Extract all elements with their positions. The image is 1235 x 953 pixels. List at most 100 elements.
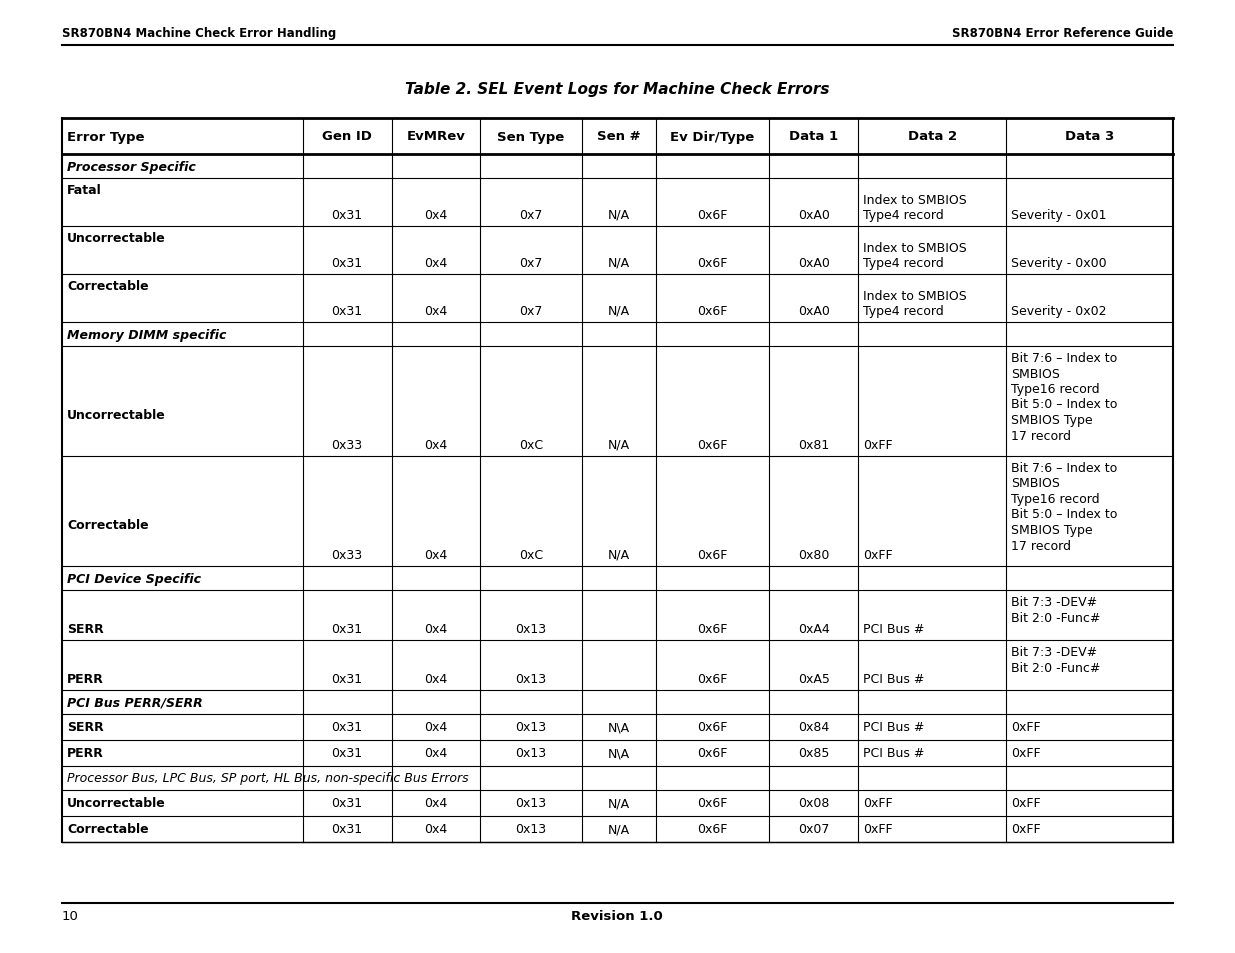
Text: Memory DIMM specific: Memory DIMM specific	[67, 328, 226, 341]
Text: N/A: N/A	[608, 305, 630, 317]
Text: 0x31: 0x31	[331, 822, 363, 836]
Text: 0x4: 0x4	[425, 672, 447, 685]
Text: 0x13: 0x13	[515, 672, 547, 685]
Text: 0x81: 0x81	[798, 438, 830, 452]
Text: Processor Bus, LPC Bus, SP port, HL Bus, non-specific Bus Errors: Processor Bus, LPC Bus, SP port, HL Bus,…	[67, 772, 468, 784]
Text: N/A: N/A	[608, 438, 630, 452]
Text: 0x6F: 0x6F	[698, 438, 727, 452]
Text: 0xC: 0xC	[519, 548, 543, 561]
Text: SERR: SERR	[67, 622, 104, 636]
Text: PCI Bus #: PCI Bus #	[863, 622, 925, 636]
Text: SR870BN4 Error Reference Guide: SR870BN4 Error Reference Guide	[952, 27, 1173, 40]
Text: 0xFF: 0xFF	[1011, 797, 1041, 810]
Text: 0x33: 0x33	[331, 438, 363, 452]
Text: SERR: SERR	[67, 720, 104, 734]
Text: 0x13: 0x13	[515, 720, 547, 734]
Text: 0x4: 0x4	[425, 797, 447, 810]
Text: Index to SMBIOS
Type4 record: Index to SMBIOS Type4 record	[863, 193, 967, 222]
Text: 0x13: 0x13	[515, 822, 547, 836]
Text: PCI Bus PERR/SERR: PCI Bus PERR/SERR	[67, 696, 203, 709]
Text: 0x4: 0x4	[425, 747, 447, 760]
Text: 0x13: 0x13	[515, 622, 547, 636]
Text: 0x4: 0x4	[425, 305, 447, 317]
Text: 0xFF: 0xFF	[863, 438, 893, 452]
Text: Bit 7:3 -DEV#
Bit 2:0 -Func#: Bit 7:3 -DEV# Bit 2:0 -Func#	[1011, 645, 1100, 674]
Text: 0xFF: 0xFF	[1011, 747, 1041, 760]
Text: 0x31: 0x31	[331, 305, 363, 317]
Text: Gen ID: Gen ID	[322, 131, 372, 143]
Text: 0xA0: 0xA0	[798, 209, 830, 222]
Text: N/A: N/A	[608, 822, 630, 836]
Text: 0x7: 0x7	[520, 209, 542, 222]
Text: Correctable: Correctable	[67, 518, 148, 531]
Text: Table 2. SEL Event Logs for Machine Check Errors: Table 2. SEL Event Logs for Machine Chec…	[405, 82, 829, 97]
Text: 0x6F: 0x6F	[698, 797, 727, 810]
Text: Severity - 0x00: Severity - 0x00	[1011, 256, 1107, 270]
Text: Fatal: Fatal	[67, 184, 101, 196]
Text: 0x84: 0x84	[798, 720, 830, 734]
Text: 0xFF: 0xFF	[1011, 720, 1041, 734]
Text: 0x31: 0x31	[331, 256, 363, 270]
Text: 0x7: 0x7	[520, 256, 542, 270]
Text: 0xFF: 0xFF	[1011, 822, 1041, 836]
Text: 0xFF: 0xFF	[863, 797, 893, 810]
Text: SR870BN4 Machine Check Error Handling: SR870BN4 Machine Check Error Handling	[62, 27, 336, 40]
Text: Severity - 0x02: Severity - 0x02	[1011, 305, 1107, 317]
Text: PERR: PERR	[67, 747, 104, 760]
Text: PCI Bus #: PCI Bus #	[863, 747, 925, 760]
Text: Uncorrectable: Uncorrectable	[67, 408, 165, 421]
Text: 0x80: 0x80	[798, 548, 830, 561]
Text: Error Type: Error Type	[67, 131, 144, 143]
Text: N/A: N/A	[608, 548, 630, 561]
Text: 0xC: 0xC	[519, 438, 543, 452]
Text: 0x07: 0x07	[798, 822, 830, 836]
Text: 0xA5: 0xA5	[798, 672, 830, 685]
Text: N\A: N\A	[608, 747, 630, 760]
Text: 0x7: 0x7	[520, 305, 542, 317]
Text: N/A: N/A	[608, 256, 630, 270]
Text: 0x85: 0x85	[798, 747, 830, 760]
Text: Bit 7:6 – Index to
SMBIOS
Type16 record
Bit 5:0 – Index to
SMBIOS Type
17 record: Bit 7:6 – Index to SMBIOS Type16 record …	[1011, 352, 1118, 442]
Text: 0x4: 0x4	[425, 822, 447, 836]
Text: PERR: PERR	[67, 672, 104, 685]
Text: Uncorrectable: Uncorrectable	[67, 797, 165, 810]
Text: Data 2: Data 2	[908, 131, 957, 143]
Text: PCI Bus #: PCI Bus #	[863, 720, 925, 734]
Text: 0xA4: 0xA4	[798, 622, 830, 636]
Text: Ev Dir/Type: Ev Dir/Type	[671, 131, 755, 143]
Text: 0x6F: 0x6F	[698, 747, 727, 760]
Text: 0xA0: 0xA0	[798, 305, 830, 317]
Text: N/A: N/A	[608, 209, 630, 222]
Text: 0x6F: 0x6F	[698, 548, 727, 561]
Text: Data 1: Data 1	[789, 131, 839, 143]
Text: Bit 7:3 -DEV#
Bit 2:0 -Func#: Bit 7:3 -DEV# Bit 2:0 -Func#	[1011, 596, 1100, 624]
Text: 0x31: 0x31	[331, 622, 363, 636]
Text: 0x4: 0x4	[425, 438, 447, 452]
Text: 0x4: 0x4	[425, 622, 447, 636]
Text: 0x31: 0x31	[331, 209, 363, 222]
Text: 0x6F: 0x6F	[698, 672, 727, 685]
Text: Index to SMBIOS
Type4 record: Index to SMBIOS Type4 record	[863, 241, 967, 270]
Text: 10: 10	[62, 909, 79, 923]
Text: 0xFF: 0xFF	[863, 822, 893, 836]
Text: 0x6F: 0x6F	[698, 256, 727, 270]
Text: 0xFF: 0xFF	[863, 548, 893, 561]
Text: 0x6F: 0x6F	[698, 720, 727, 734]
Text: Data 3: Data 3	[1065, 131, 1114, 143]
Text: Processor Specific: Processor Specific	[67, 160, 196, 173]
Text: PCI Bus #: PCI Bus #	[863, 672, 925, 685]
Text: 0x4: 0x4	[425, 548, 447, 561]
Text: 0x6F: 0x6F	[698, 209, 727, 222]
Text: N\A: N\A	[608, 720, 630, 734]
Text: Bit 7:6 – Index to
SMBIOS
Type16 record
Bit 5:0 – Index to
SMBIOS Type
17 record: Bit 7:6 – Index to SMBIOS Type16 record …	[1011, 461, 1118, 552]
Text: 0xA0: 0xA0	[798, 256, 830, 270]
Text: Revision 1.0: Revision 1.0	[571, 909, 663, 923]
Text: 0x6F: 0x6F	[698, 305, 727, 317]
Text: 0x6F: 0x6F	[698, 822, 727, 836]
Text: Severity - 0x01: Severity - 0x01	[1011, 209, 1107, 222]
Text: Sen Type: Sen Type	[498, 131, 564, 143]
Text: 0x31: 0x31	[331, 747, 363, 760]
Text: 0x31: 0x31	[331, 720, 363, 734]
Text: N/A: N/A	[608, 797, 630, 810]
Text: Sen #: Sen #	[597, 131, 641, 143]
